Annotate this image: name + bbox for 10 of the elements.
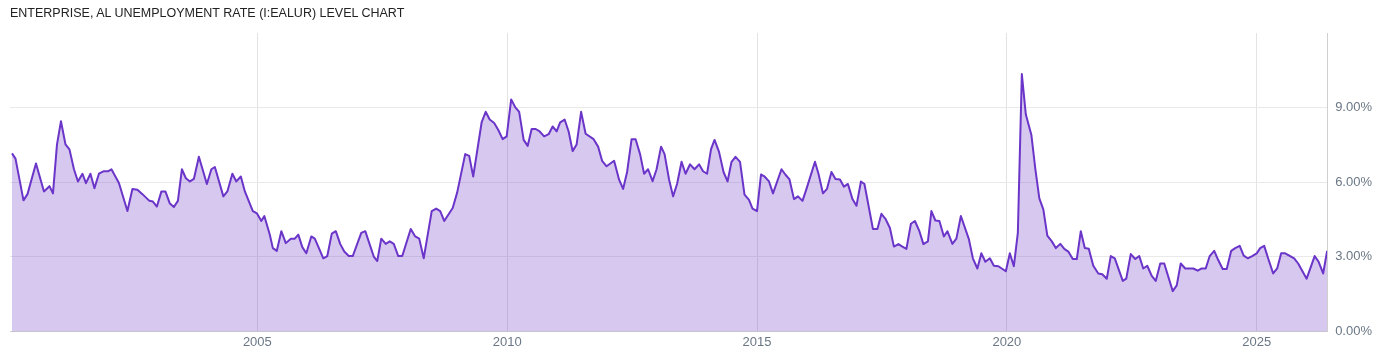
chart-title: ENTERPRISE, AL UNEMPLOYMENT RATE (I:EALUR) LEVEL CHART bbox=[10, 6, 405, 20]
y-tick-label: 9.00% bbox=[1335, 99, 1373, 115]
x-tick-label: 2015 bbox=[742, 333, 772, 349]
x-tick-label: 2025 bbox=[1242, 333, 1272, 349]
y-tick-label: 0.00% bbox=[1335, 322, 1373, 338]
y-tick-label: 6.00% bbox=[1335, 173, 1373, 189]
y-tick-label: 3.00% bbox=[1335, 248, 1373, 264]
x-tick-label: 2020 bbox=[992, 333, 1022, 349]
x-tick-label: 2010 bbox=[492, 333, 522, 349]
x-tick-label: 2005 bbox=[242, 333, 272, 349]
